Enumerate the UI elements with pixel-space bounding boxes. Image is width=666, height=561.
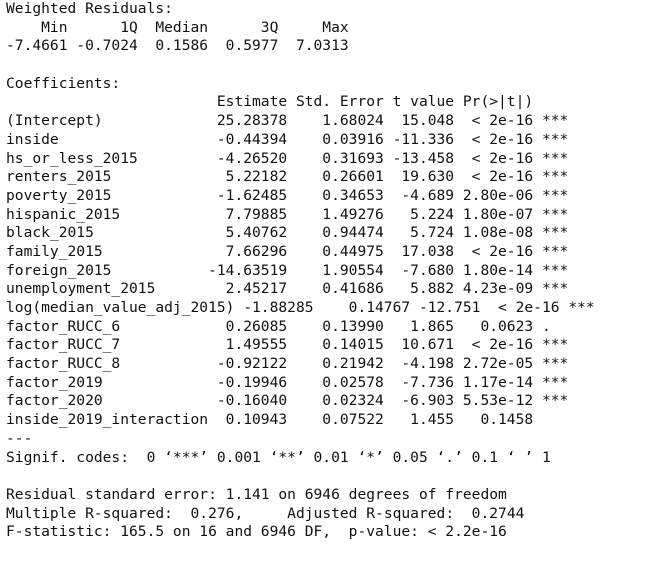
residuals-header-row: Min 1Q Median 3Q Max	[6, 18, 358, 36]
r-squared-line: Multiple R-squared: 0.276, Adjusted R-sq…	[6, 504, 534, 522]
coef-row-inside-2019-interaction: inside_2019_interaction 0.10943 0.07522 …	[6, 411, 569, 429]
coef-row-family: family_2015 7.66296 0.44975 17.038 < 2e-…	[6, 242, 569, 260]
coef-row-inside: inside -0.44394 0.03916 -11.336 < 2e-16 …	[6, 130, 569, 148]
coef-row-factor-2019: factor_2019 -0.19946 0.02578 -7.736 1.17…	[6, 373, 569, 391]
coef-row-rucc-7: factor_RUCC_7 1.49555 0.14015 10.671 < 2…	[6, 336, 569, 354]
coef-row-renters: renters_2015 5.22182 0.26601 19.630 < 2e…	[6, 168, 569, 186]
coefficients-heading: Coefficients:	[6, 74, 121, 92]
coef-row-intercept: (Intercept) 25.28378 1.68024 15.048 < 2e…	[6, 112, 569, 130]
coef-row-rucc-6: factor_RUCC_6 0.26085 0.13990 1.865 0.06…	[6, 317, 569, 335]
coef-row-hispanic: hispanic_2015 7.79885 1.49276 5.224 1.80…	[6, 205, 569, 223]
coef-row-poverty: poverty_2015 -1.62485 0.34653 -4.689 2.8…	[6, 186, 569, 204]
separator-line: ---	[6, 429, 33, 447]
coef-row-hs-or-less: hs_or_less_2015 -4.26520 0.31693 -13.458…	[6, 149, 569, 167]
coef-row-unemployment: unemployment_2015 2.45217 0.41686 5.882 …	[6, 280, 569, 298]
coef-row-factor-2020: factor_2020 -0.16040 0.02324 -6.903 5.53…	[6, 392, 569, 410]
signif-codes-line: Signif. codes: 0 ‘***’ 0.001 ‘**’ 0.01 ‘…	[6, 448, 551, 466]
coef-row-log-median-value: log(median_value_adj_2015) -1.88285 0.14…	[6, 299, 595, 316]
blank-line	[6, 467, 595, 486]
regression-summary-output: Weighted Residuals: Min 1Q Median 3Q Max…	[6, 0, 595, 542]
coefficients-header-row: Estimate Std. Error t value Pr(>|t|)	[6, 93, 569, 111]
coef-row-foreign: foreign_2015 -14.63519 1.90554 -7.680 1.…	[6, 261, 569, 279]
f-statistic-line: F-statistic: 165.5 on 16 and 6946 DF, p-…	[6, 523, 507, 541]
blank-line	[6, 56, 595, 75]
residuals-values-row: -7.4661 -0.7024 0.1586 0.5977 7.0313	[6, 37, 358, 55]
coef-row-rucc-8: factor_RUCC_8 -0.92122 0.21942 -4.198 2.…	[6, 355, 569, 373]
coef-row-black: black_2015 5.40762 0.94474 5.724 1.08e-0…	[6, 224, 569, 242]
weighted-residuals-heading: Weighted Residuals:	[6, 0, 173, 17]
residual-standard-error-line: Residual standard error: 1.141 on 6946 d…	[6, 485, 507, 503]
